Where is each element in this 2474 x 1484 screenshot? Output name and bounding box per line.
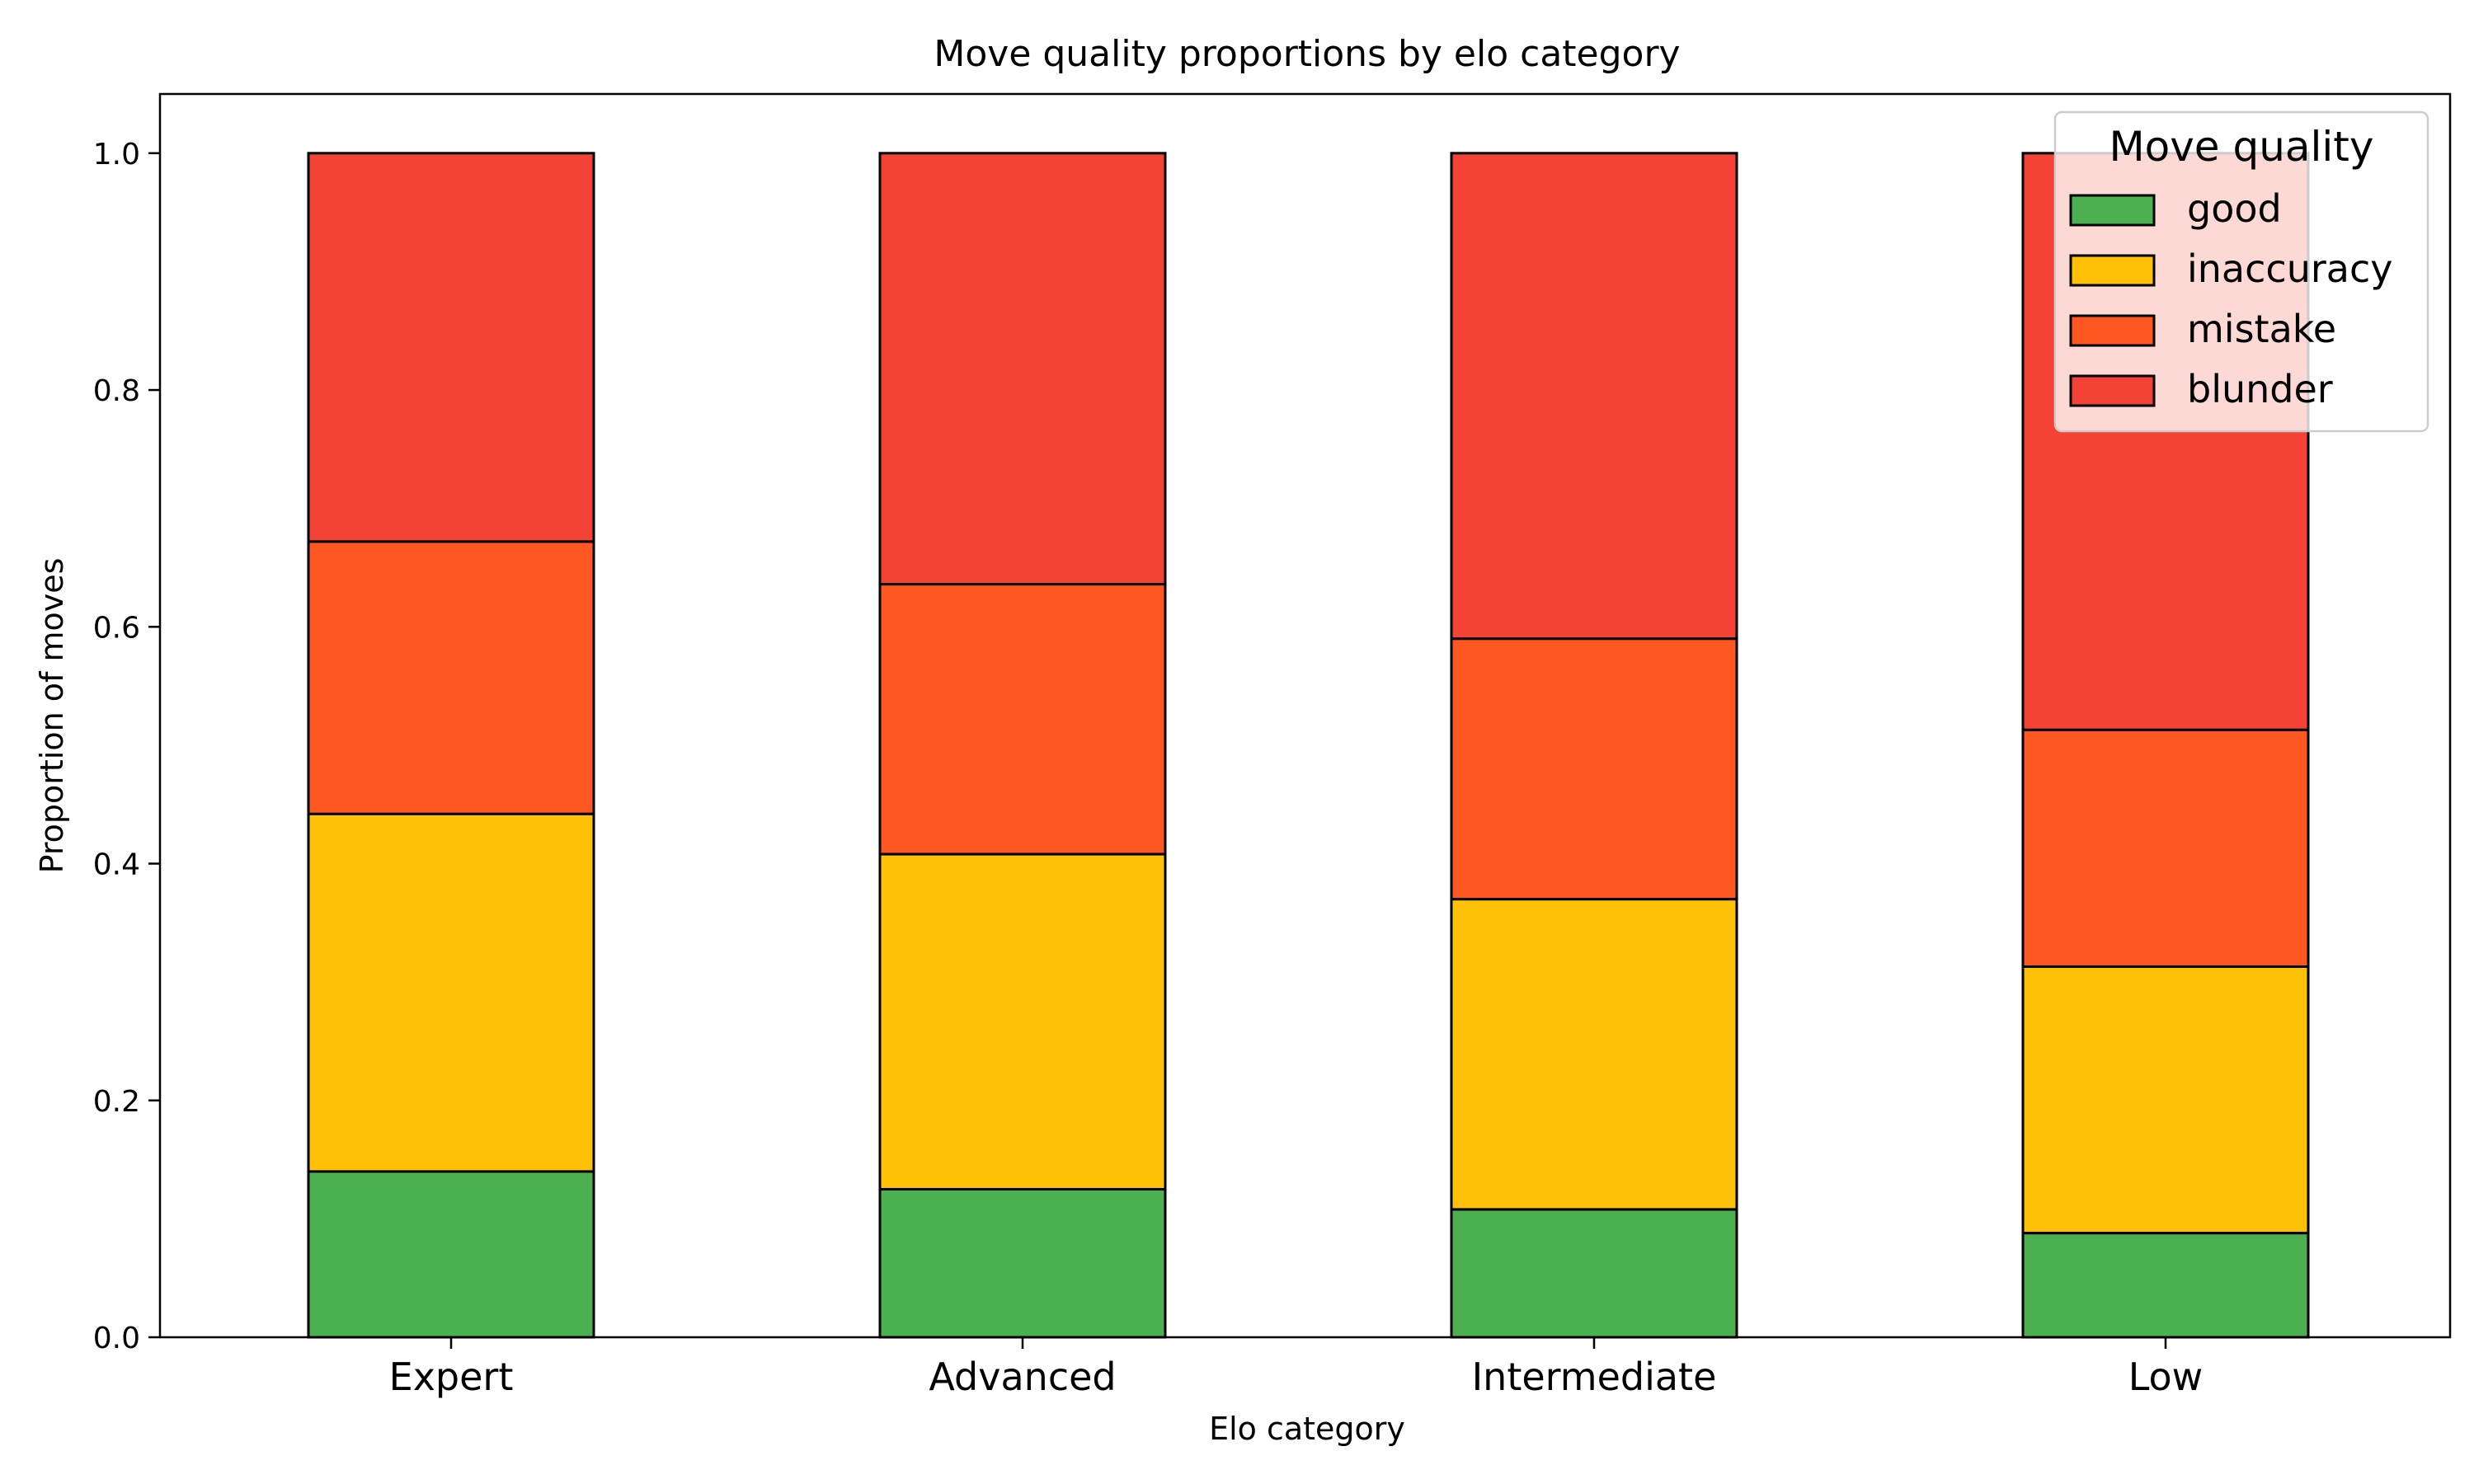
bars — [307, 152, 2310, 1339]
legend-label-good: good — [2187, 186, 2282, 231]
y-tick-label: 1.0 — [93, 138, 140, 171]
bar-segment-inaccuracy-intermediate — [1450, 898, 1738, 1211]
legend-swatch-blunder — [2069, 374, 2156, 407]
x-axis-ticks: Expert Advanced Intermediate Low — [389, 1337, 2204, 1399]
legend-swatch-good — [2069, 194, 2156, 227]
bar-segment-inaccuracy-low — [2021, 965, 2310, 1235]
bar-segment-inaccuracy-advanced — [878, 852, 1167, 1190]
bar-segment-good-expert — [307, 1170, 595, 1339]
y-axis-label: Proportion of moves — [34, 558, 70, 874]
bar-segment-mistake-expert — [307, 540, 595, 815]
legend-label-mistake: mistake — [2187, 307, 2336, 351]
bar-segment-good-low — [2021, 1232, 2310, 1339]
legend-title: Move quality — [2109, 123, 2373, 171]
legend: Move quality good inaccuracy mistake blunde… — [2053, 110, 2429, 433]
bar-segment-blunder-intermediate — [1450, 152, 1738, 641]
y-axis-ticks: 0.0 0.2 0.4 0.6 0.8 1.0 — [93, 138, 160, 1355]
x-tick-label: Advanced — [929, 1355, 1116, 1399]
legend-label-inaccuracy: inaccuracy — [2187, 247, 2392, 291]
x-tick-label: Expert — [389, 1355, 514, 1399]
legend-swatch-inaccuracy — [2069, 254, 2156, 287]
bar-segment-mistake-low — [2021, 728, 2310, 968]
bar-segment-blunder-advanced — [878, 152, 1167, 586]
legend-box — [2053, 110, 2429, 433]
plot-area-frame — [158, 92, 2452, 1339]
bar-segment-blunder-expert — [307, 152, 595, 543]
legend-label-blunder: blunder — [2187, 367, 2333, 411]
bar-segment-mistake-intermediate — [1450, 637, 1738, 901]
chart-title: Move quality proportions by elo category — [934, 33, 1680, 75]
x-tick-label: Low — [2128, 1355, 2204, 1399]
y-tick-label: 0.0 — [93, 1322, 140, 1355]
y-tick-label: 0.4 — [93, 848, 140, 882]
bar-segment-good-intermediate — [1450, 1208, 1738, 1339]
legend-swatch-mistake — [2069, 314, 2156, 347]
x-axis-label: Elo category — [1209, 1411, 1405, 1447]
bar-segment-good-advanced — [878, 1187, 1167, 1339]
y-tick-label: 0.6 — [93, 611, 140, 645]
y-tick-label: 0.2 — [93, 1085, 140, 1119]
y-tick-label: 0.8 — [93, 374, 140, 408]
x-tick-label: Intermediate — [1472, 1355, 1717, 1399]
bar-segment-inaccuracy-expert — [307, 812, 595, 1173]
bar-segment-mistake-advanced — [878, 583, 1167, 856]
